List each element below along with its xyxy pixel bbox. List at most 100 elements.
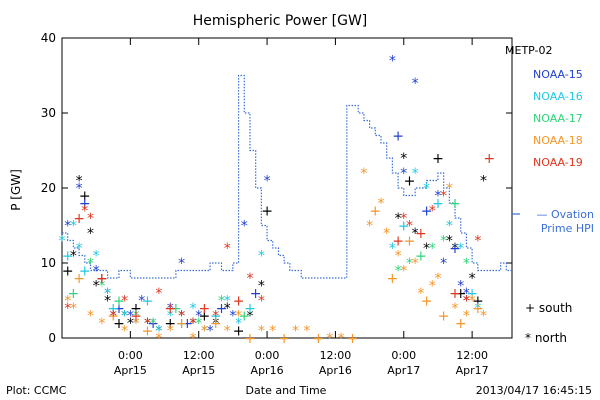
- data-point: *: [235, 316, 242, 332]
- x-axis-label: Date and Time: [246, 384, 327, 397]
- data-point: +: [432, 151, 444, 167]
- data-point: +: [176, 316, 188, 332]
- data-point: *: [150, 316, 157, 332]
- data-point: *: [395, 249, 402, 265]
- data-point: *: [87, 256, 94, 272]
- x-tick-time: 0:00: [118, 349, 143, 362]
- footer-timestamp: 2013/04/17 16:45:15: [476, 384, 592, 397]
- data-point: *: [155, 286, 162, 302]
- data-point: *: [377, 196, 384, 212]
- data-point: +: [387, 271, 399, 287]
- data-point: +: [421, 294, 433, 310]
- hpi-legend-label-line2: Prime HPI: [541, 222, 594, 235]
- data-point: +: [404, 234, 416, 250]
- data-point: *: [59, 234, 66, 250]
- data-point: *: [423, 241, 430, 257]
- data-point: *: [463, 294, 470, 310]
- data-point: +: [164, 301, 176, 317]
- data-point: *: [440, 234, 447, 250]
- data-point: +: [421, 204, 433, 220]
- data-point: *: [98, 316, 105, 332]
- data-point: *: [104, 286, 111, 302]
- data-point: *: [155, 324, 162, 340]
- data-point: +: [404, 174, 416, 190]
- data-point: +: [250, 286, 262, 302]
- data-point: *: [400, 211, 407, 227]
- data-point: *: [121, 309, 128, 325]
- y-tick-label: 20: [41, 181, 56, 195]
- data-point: *: [104, 294, 111, 310]
- chart-title: Hemispheric Power [GW]: [193, 13, 368, 29]
- series-points: +**+**+**+**+* * + * * + **+**+ **+**+**+**+***…: [59, 54, 496, 348]
- series-noaa-16: *+**+**+ * *+** +**+**+* *+**+**+*: [59, 166, 482, 340]
- data-point: +: [62, 264, 74, 280]
- data-point: *: [241, 219, 248, 235]
- data-point: *: [406, 219, 413, 235]
- x-tick-date: Apr17: [456, 364, 489, 377]
- data-point: +: [449, 241, 461, 257]
- legend-item: NOAA-18: [533, 134, 583, 147]
- data-point: *: [212, 316, 219, 332]
- data-point: +: [130, 301, 142, 317]
- data-point: +: [210, 309, 222, 325]
- data-point: *: [400, 264, 407, 280]
- data-point: *: [463, 256, 470, 272]
- hpi-legend-label-line1: — Ovation: [537, 208, 595, 221]
- data-point: *: [110, 309, 117, 325]
- data-point: *: [70, 249, 77, 265]
- data-point: *: [463, 294, 470, 310]
- data-point: +: [392, 234, 404, 250]
- data-point: *: [70, 301, 77, 317]
- data-point: *: [87, 309, 94, 325]
- data-point: *: [104, 286, 111, 302]
- data-point: *: [417, 286, 424, 302]
- data-point: +: [261, 204, 273, 220]
- data-point: *: [469, 294, 476, 310]
- data-point: *: [303, 324, 310, 340]
- data-point: *: [258, 279, 265, 295]
- data-point: *: [93, 264, 100, 280]
- data-point: *: [400, 151, 407, 167]
- data-point: *: [429, 279, 436, 295]
- data-point: *: [76, 174, 83, 190]
- data-point: +: [449, 286, 461, 302]
- data-point: *: [224, 294, 231, 310]
- data-point: *: [212, 309, 219, 325]
- data-point: *: [229, 309, 236, 325]
- ovation-prime-hpi-line: [62, 74, 512, 279]
- data-point: *: [463, 286, 470, 302]
- data-point: +: [199, 301, 211, 317]
- data-point: *: [98, 279, 105, 295]
- legend-title: METP-02: [505, 44, 553, 57]
- data-point: *: [434, 271, 441, 287]
- legend: NOAA-15 NOAA-16 NOAA-17 NOAA-18 NOAA-19: [533, 68, 583, 169]
- data-point: *: [395, 211, 402, 227]
- data-point: +: [210, 316, 222, 332]
- data-point: *: [190, 316, 197, 332]
- symbol-key-item: + south: [525, 301, 572, 315]
- data-point: *: [366, 219, 373, 235]
- data-point: +: [113, 294, 125, 310]
- data-point: *: [457, 241, 464, 257]
- data-point: *: [93, 249, 100, 265]
- data-point: +: [244, 301, 256, 317]
- data-point: *: [463, 309, 470, 325]
- data-point: *: [207, 324, 214, 340]
- y-axis-label: P [GW]: [9, 169, 23, 211]
- data-point: +: [432, 196, 444, 212]
- data-point: *: [258, 294, 265, 310]
- data-point: +: [466, 286, 478, 302]
- data-point: *: [190, 331, 197, 347]
- series-noaa-19: *+**+**+ **+ * *+ **+**+** +**+ **+: [64, 151, 495, 332]
- data-point: +: [415, 249, 427, 265]
- data-point: +: [164, 316, 176, 332]
- symbol-key-item: * north: [525, 331, 567, 345]
- data-point: *: [178, 309, 185, 325]
- data-point: *: [64, 219, 71, 235]
- data-point: +: [147, 316, 159, 332]
- x-tick-time: 0:00: [391, 349, 416, 362]
- data-point: *: [412, 226, 419, 242]
- data-point: *: [224, 241, 231, 257]
- data-point: +: [73, 271, 85, 287]
